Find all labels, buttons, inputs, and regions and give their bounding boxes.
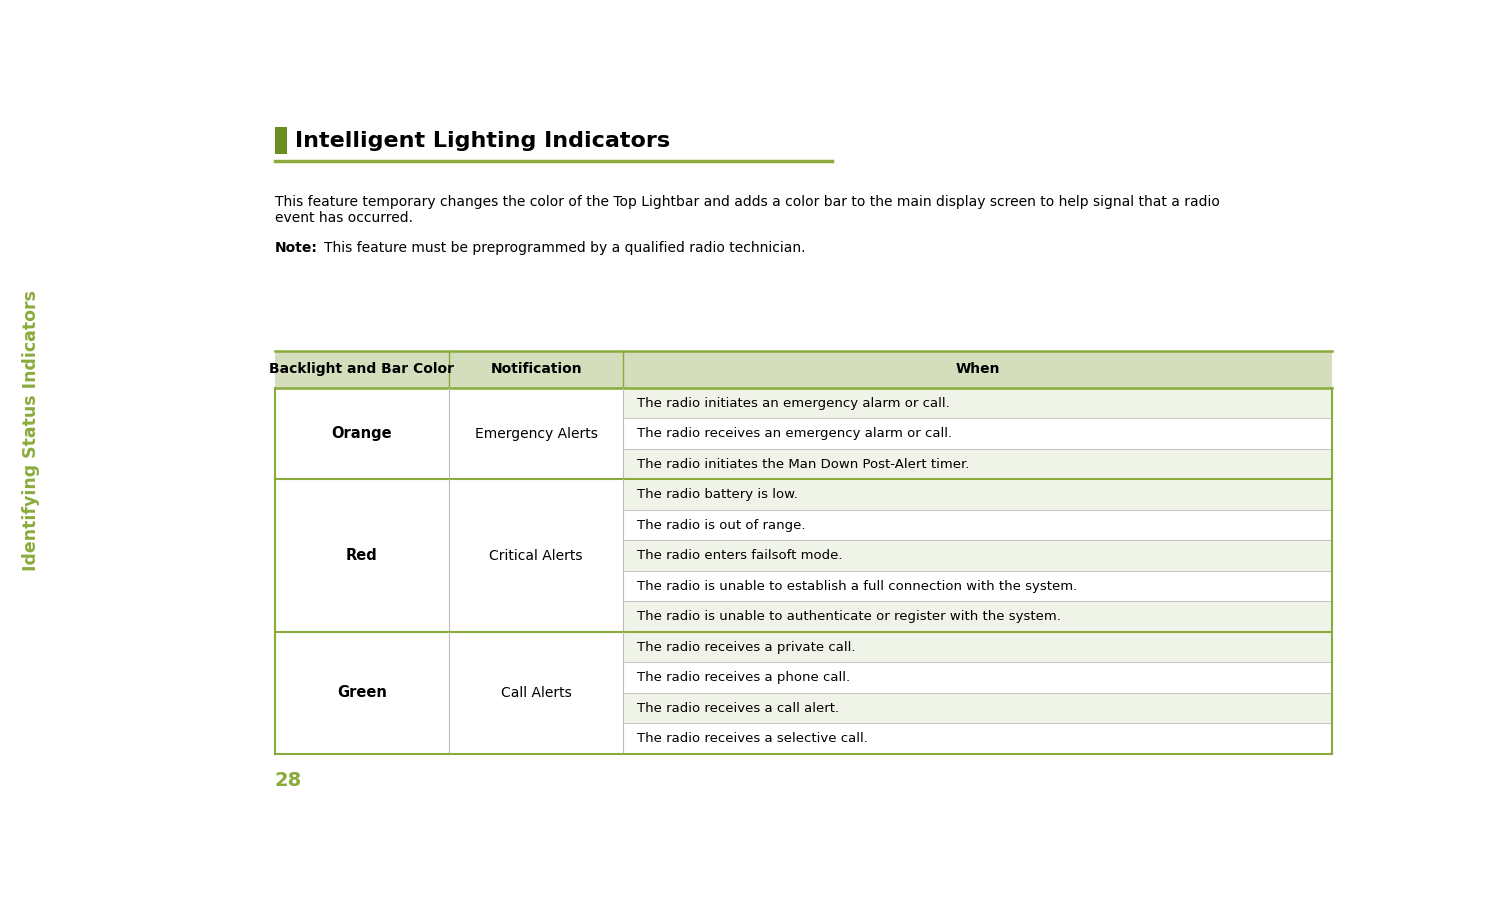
Text: Red: Red [346,548,378,563]
Bar [624,601,1331,632]
Text: Intelligent Lighting Indicators: Intelligent Lighting Indicators [295,130,670,150]
Bar [624,540,1331,571]
Text: Backlight and Bar Color: Backlight and Bar Color [270,363,454,376]
Text: The radio battery is low.: The radio battery is low. [637,488,797,501]
Text: 28: 28 [274,770,301,789]
Bar [274,351,1331,388]
Bar [624,632,1331,662]
Bar [624,418,1331,449]
Text: This feature must be preprogrammed by a qualified radio technician.: This feature must be preprogrammed by a … [324,241,806,255]
Bar [624,571,1331,601]
Text: Notification: Notification [490,363,582,376]
Text: Green: Green [337,686,387,700]
Text: Call Alerts: Call Alerts [501,686,571,700]
Text: The radio initiates the Man Down Post-Alert timer.: The radio initiates the Man Down Post-Al… [637,458,970,471]
Bar [624,662,1331,693]
Text: The radio receives a call alert.: The radio receives a call alert. [637,702,839,715]
Text: When: When [955,363,1000,376]
Text: The radio receives an emergency alarm or call.: The radio receives an emergency alarm or… [637,428,952,440]
Text: This feature temporary changes the color of the Top Lightbar and adds a color ba: This feature temporary changes the color… [274,194,1219,225]
Text: Emergency Alerts: Emergency Alerts [475,427,598,441]
Text: Note:: Note: [274,241,318,255]
Bar [624,480,1331,510]
Bar [624,724,1331,754]
Text: Critical Alerts: Critical Alerts [489,549,583,562]
Text: The radio is unable to establish a full connection with the system.: The radio is unable to establish a full … [637,580,1078,593]
Bar [624,510,1331,540]
Bar [624,388,1331,418]
Bar [624,449,1331,480]
Text: The radio receives a phone call.: The radio receives a phone call. [637,671,850,684]
Text: Identifying Status Indicators: Identifying Status Indicators [22,290,40,571]
Text: The radio receives a selective call.: The radio receives a selective call. [637,732,868,745]
Bar [624,693,1331,724]
Text: The radio enters failsoft mode.: The radio enters failsoft mode. [637,549,842,562]
Text: The radio is unable to authenticate or register with the system.: The radio is unable to authenticate or r… [637,610,1061,623]
Text: The radio receives a private call.: The radio receives a private call. [637,641,856,653]
Text: Orange: Orange [331,427,393,441]
Text: The radio is out of range.: The radio is out of range. [637,518,806,532]
Text: The radio initiates an emergency alarm or call.: The radio initiates an emergency alarm o… [637,397,950,410]
Bar [274,127,288,155]
